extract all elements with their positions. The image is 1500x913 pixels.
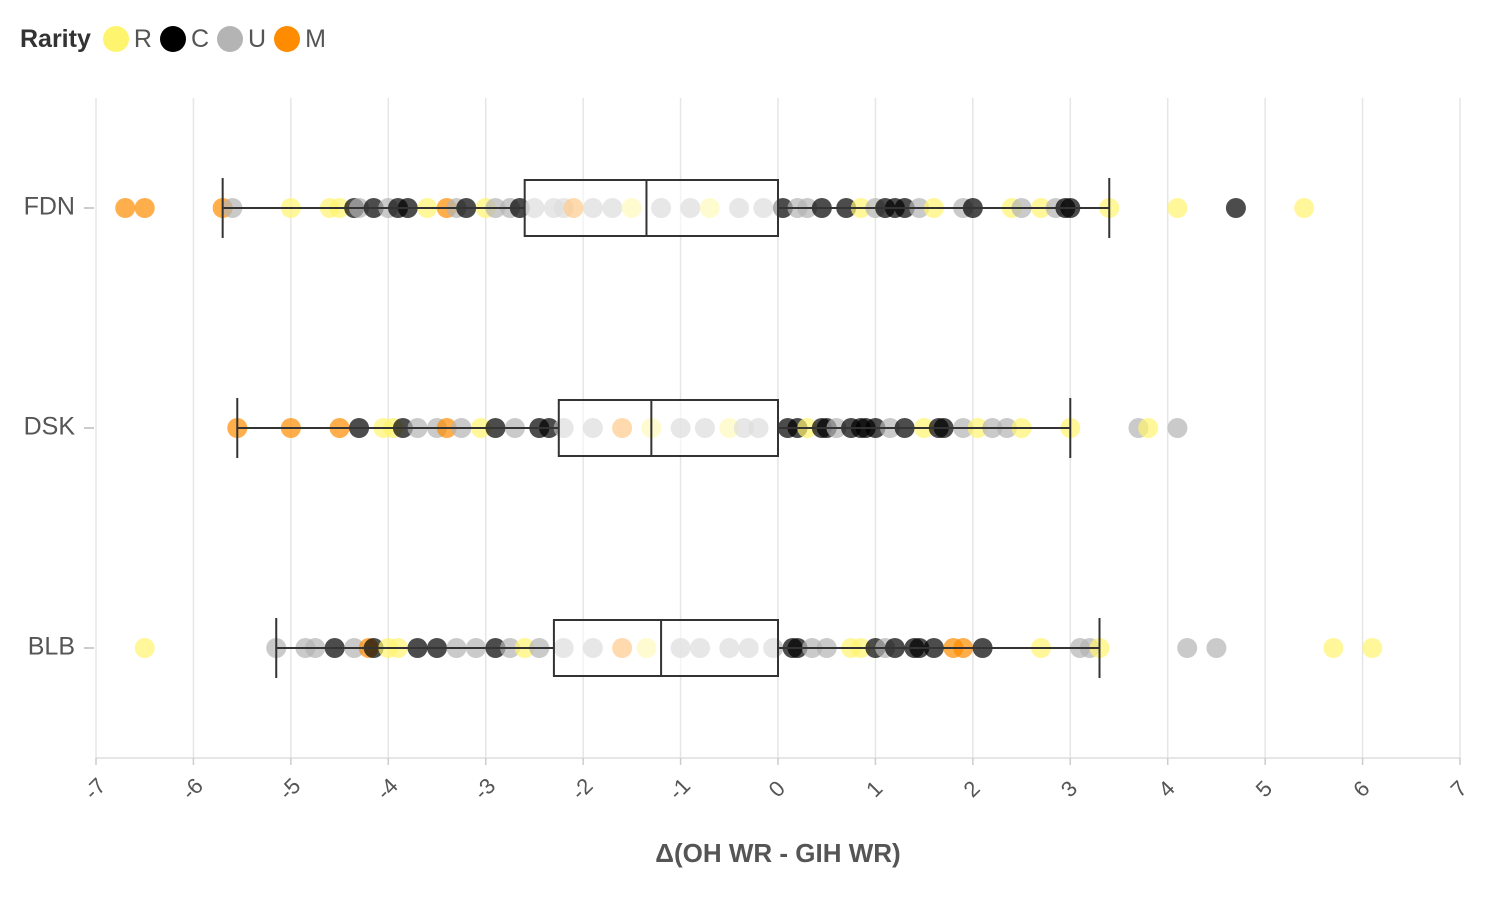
x-tick-label: 4 xyxy=(1153,776,1179,802)
data-point xyxy=(1167,418,1188,438)
data-point xyxy=(1138,418,1159,438)
data-point xyxy=(1177,638,1198,658)
legend-item-m: M xyxy=(274,25,326,54)
y-tick-label: DSK xyxy=(24,413,76,441)
x-tick-label: 1 xyxy=(861,776,887,802)
x-tick-label: 3 xyxy=(1056,776,1082,802)
x-tick-label: -5 xyxy=(274,773,306,805)
legend-swatch xyxy=(274,26,301,52)
legend-item-u: U xyxy=(217,25,266,54)
legend-item-r: R xyxy=(102,24,152,54)
data-point xyxy=(1225,198,1246,218)
data-point xyxy=(1206,638,1227,658)
legend-label: M xyxy=(305,24,326,53)
legend-label: C xyxy=(190,24,209,53)
x-tick-label: 0 xyxy=(764,776,790,802)
x-tick-label: 7 xyxy=(1446,776,1472,802)
x-tick-label: -2 xyxy=(566,773,598,805)
data-point xyxy=(1323,638,1344,658)
y-tick-label: BLB xyxy=(28,633,75,661)
box xyxy=(523,179,780,237)
legend-label: R xyxy=(133,24,152,53)
x-tick-label: -3 xyxy=(469,773,501,805)
x-tick-label: 2 xyxy=(958,776,984,802)
data-point xyxy=(1294,198,1315,218)
legend-item-c: C xyxy=(159,24,209,54)
data-point xyxy=(115,198,136,218)
legend-swatch xyxy=(102,26,129,52)
x-tick-label: -6 xyxy=(176,773,208,805)
legend-swatch xyxy=(159,26,186,52)
x-tick-label: -1 xyxy=(664,773,696,805)
box xyxy=(557,399,779,457)
box xyxy=(552,619,780,677)
x-tick-label: 6 xyxy=(1348,776,1374,802)
legend-label: U xyxy=(248,24,267,53)
x-tick-label: -7 xyxy=(79,773,111,805)
data-point xyxy=(1167,198,1188,218)
x-axis-label: Δ(OH WR - GIH WR) xyxy=(655,838,901,868)
data-point xyxy=(1362,638,1383,658)
legend-swatch xyxy=(217,26,243,52)
legend-title: Rarity xyxy=(20,24,91,53)
x-tick-label: -4 xyxy=(371,773,403,805)
x-tick-label: 5 xyxy=(1251,776,1277,802)
y-tick-label: FDN xyxy=(24,193,75,221)
data-point xyxy=(134,638,155,658)
legend: Rarity R C U M xyxy=(20,20,334,58)
data-point xyxy=(134,198,155,218)
